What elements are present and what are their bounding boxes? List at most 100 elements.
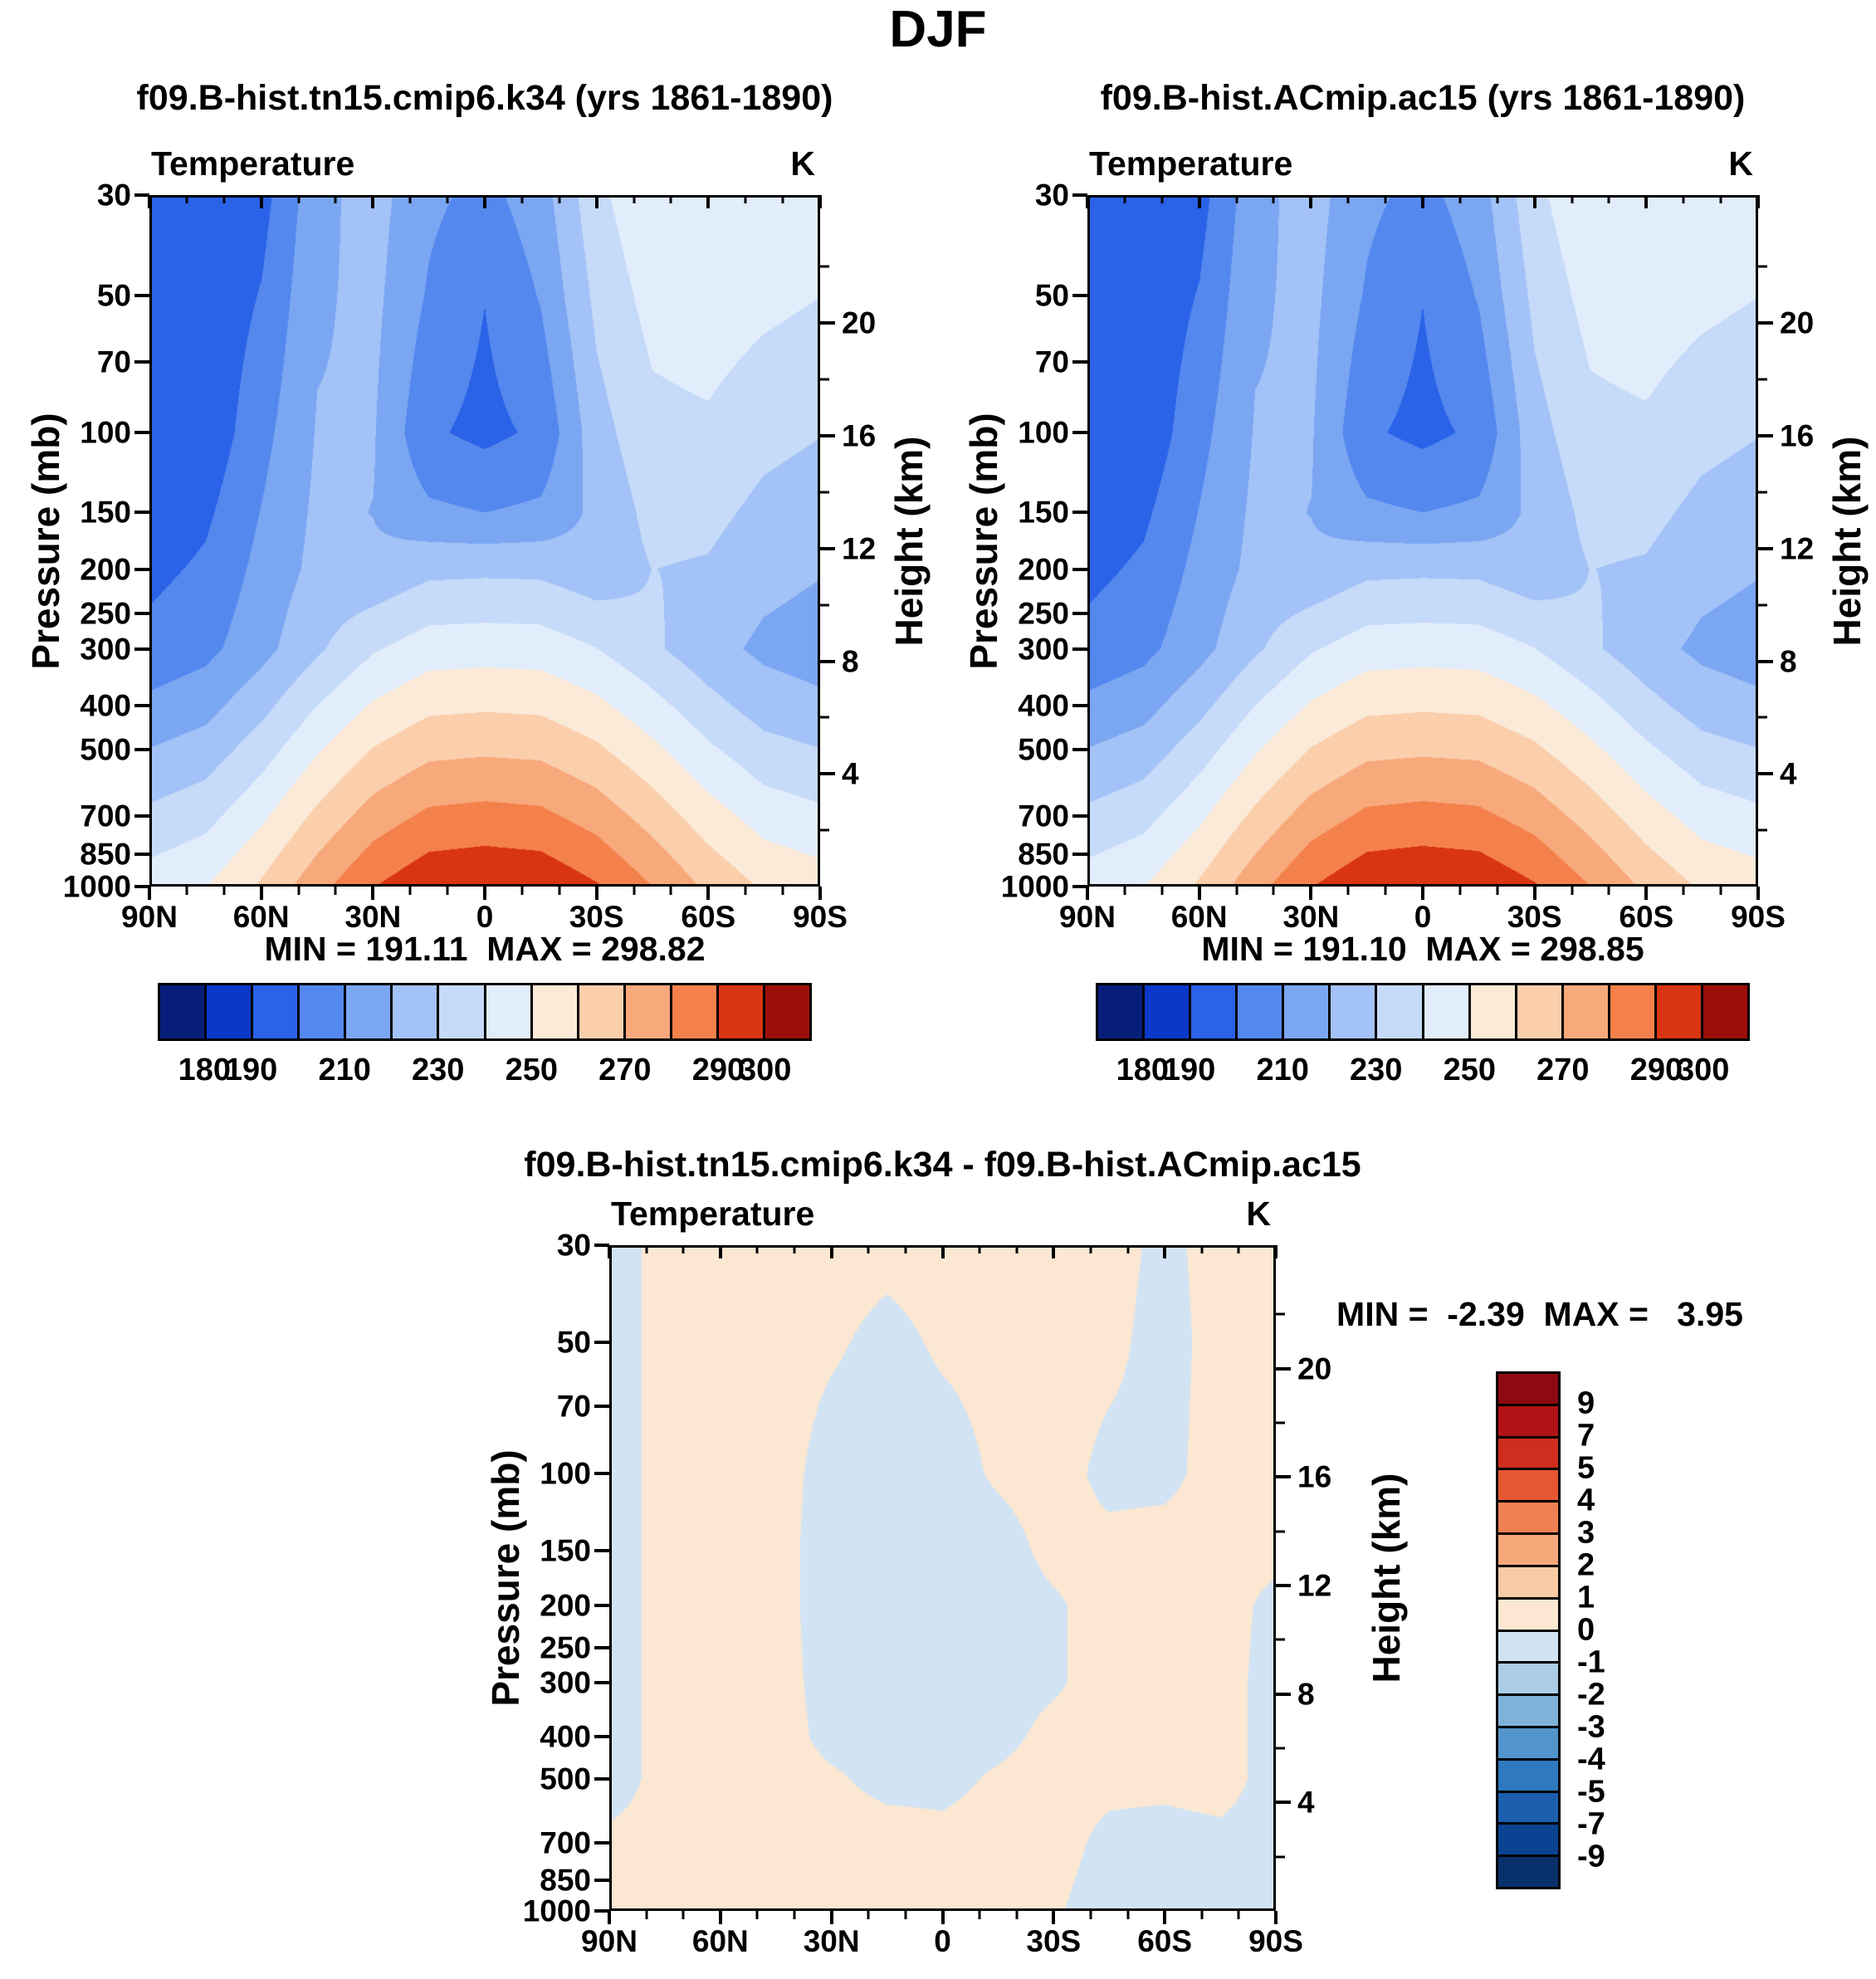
latitude-tick-label: 60N (1170, 900, 1228, 934)
latitude-minor-tick-bottom (904, 1911, 907, 1919)
latitude-minor-tick-bottom (978, 1911, 981, 1919)
height-tick-label: 12 (1780, 531, 1815, 566)
pressure-tick (1072, 611, 1087, 615)
pressure-tick (1072, 853, 1087, 857)
latitude-tick-top (371, 195, 375, 208)
colorbar-swatch (1607, 983, 1657, 1041)
latitude-tick-bottom (259, 887, 263, 900)
height-axis-title: Height (km) (1825, 436, 1869, 646)
latitude-tick-bottom (1086, 887, 1089, 900)
pressure-tick (134, 647, 149, 651)
height-tick-label: 20 (1780, 305, 1815, 340)
colorbar-tick-label: 290 (1629, 1053, 1683, 1087)
height-tick (1276, 1801, 1291, 1805)
latitude-tick-label: 90N (581, 1924, 638, 1958)
difference-contour-canvas (609, 1245, 1276, 1911)
latitude-minor-tick-bottom (408, 887, 412, 895)
latitude-minor-tick-top (297, 195, 300, 203)
latitude-minor-tick-bottom (558, 887, 561, 895)
latitude-minor-tick-bottom (793, 1911, 796, 1919)
colorbar-swatch (1496, 1661, 1561, 1697)
latitude-minor-tick-bottom (1235, 887, 1238, 895)
pressure-tick-label: 30 (96, 178, 131, 213)
latitude-minor-tick-top (1346, 195, 1350, 203)
height-tick-label: 8 (1297, 1677, 1315, 1712)
latitude-minor-tick-top (1200, 1245, 1204, 1253)
pressure-tick (594, 1777, 609, 1781)
colorbar-swatch (390, 983, 440, 1041)
latitude-tick-top (1532, 195, 1536, 208)
colorbar-swatch (1496, 1564, 1561, 1600)
colorbar-tick-label: 250 (505, 1053, 558, 1087)
pressure-tick-label: 200 (540, 1588, 591, 1623)
pressure-tick-label: 50 (556, 1325, 591, 1360)
height-tick-label: 4 (842, 756, 859, 791)
latitude-minor-tick-top (781, 195, 784, 203)
colorbar-swatch (716, 983, 766, 1041)
difference-colorbar: 9 7 5 4 3 2 1 0 -1 -2 -3 -4 -5 -7 -9 (1496, 1371, 1605, 1889)
latitude-tick-label: 60S (1619, 900, 1674, 934)
height-tick (1276, 1475, 1291, 1479)
panel-difference-title: f09.B-hist.tn15.cmip6.k34 - f09.B-hist.A… (524, 1145, 1361, 1185)
latitude-tick-label: 30S (1026, 1924, 1082, 1958)
pressure-tick (594, 1404, 609, 1408)
latitude-minor-tick-top (867, 1245, 870, 1253)
latitude-minor-tick-bottom (682, 1911, 685, 1919)
latitude-minor-tick-top (633, 195, 636, 203)
pressure-tick-label: 250 (1018, 596, 1069, 631)
temperature-colorbar-case1: 180 190 210 230 250 270 290 300 (158, 983, 813, 1087)
colorbar-tick-label: 250 (1443, 1053, 1496, 1087)
latitude-tick-top (148, 195, 151, 208)
latitude-tick-top (608, 1245, 611, 1258)
latitude-minor-tick-top (1123, 195, 1126, 203)
colorbar-tick-label: -1 (1577, 1644, 1605, 1680)
pressure-tick (134, 294, 149, 298)
latitude-minor-tick-top (1384, 195, 1387, 203)
latitude-tick-top (1086, 195, 1089, 208)
pressure-tick-label: 100 (1018, 415, 1069, 450)
colorbar-tick-label: 210 (1256, 1053, 1309, 1087)
colorbar-swatch (1496, 1854, 1561, 1889)
latitude-tick-label: 0 (1414, 900, 1432, 934)
height-axis-title: Height (km) (887, 436, 931, 646)
latitude-tick-top (259, 195, 263, 208)
latitude-tick-top (940, 1245, 945, 1258)
latitude-minor-tick-bottom (1089, 1911, 1092, 1919)
latitude-tick-label: 60S (1137, 1924, 1193, 1958)
height-minor-tick (820, 378, 829, 381)
temperature-colorbar-case2: 180 190 210 230 250 270 290 300 (1096, 983, 1751, 1087)
pressure-tick-label: 300 (540, 1665, 591, 1700)
pressure-tick (1072, 885, 1087, 888)
latitude-tick-bottom (371, 887, 375, 900)
pressure-tick-label: 30 (1034, 178, 1069, 213)
latitude-tick-label: 90N (121, 900, 178, 934)
height-minor-tick (1276, 1855, 1285, 1859)
pressure-tick-label: 70 (96, 344, 131, 379)
height-tick (1276, 1692, 1291, 1696)
latitude-minor-tick-top (558, 195, 561, 203)
pressure-tick (594, 1909, 609, 1913)
latitude-minor-tick-bottom (520, 887, 524, 895)
pressure-tick-label: 100 (80, 415, 131, 450)
pressure-axis-title: Pressure (mb) (962, 412, 1005, 670)
colorbar-tick-label: 290 (691, 1053, 745, 1087)
latitude-tick-bottom (148, 887, 151, 900)
pressure-tick-label: 70 (556, 1389, 591, 1424)
latitude-tick-top (706, 195, 711, 208)
latitude-minor-tick-top (1719, 195, 1722, 203)
pressure-tick (1072, 431, 1087, 434)
height-tick-label: 12 (1297, 1568, 1332, 1603)
latitude-tick-bottom (1421, 887, 1424, 900)
colorbar-swatch (437, 983, 486, 1041)
latitude-tick-bottom (1644, 887, 1649, 900)
latitude-minor-tick-bottom (1200, 1911, 1204, 1919)
colorbar-tick-label: 9 (1577, 1385, 1595, 1421)
colorbar-swatch (1701, 983, 1751, 1041)
colorbar-tick-label: -9 (1577, 1839, 1605, 1874)
variable-label: Temperature (1089, 144, 1293, 183)
pressure-tick (134, 748, 149, 752)
colorbar-swatch (1514, 983, 1564, 1041)
colorbar-swatch (1496, 1757, 1561, 1793)
pressure-tick (1072, 647, 1087, 651)
